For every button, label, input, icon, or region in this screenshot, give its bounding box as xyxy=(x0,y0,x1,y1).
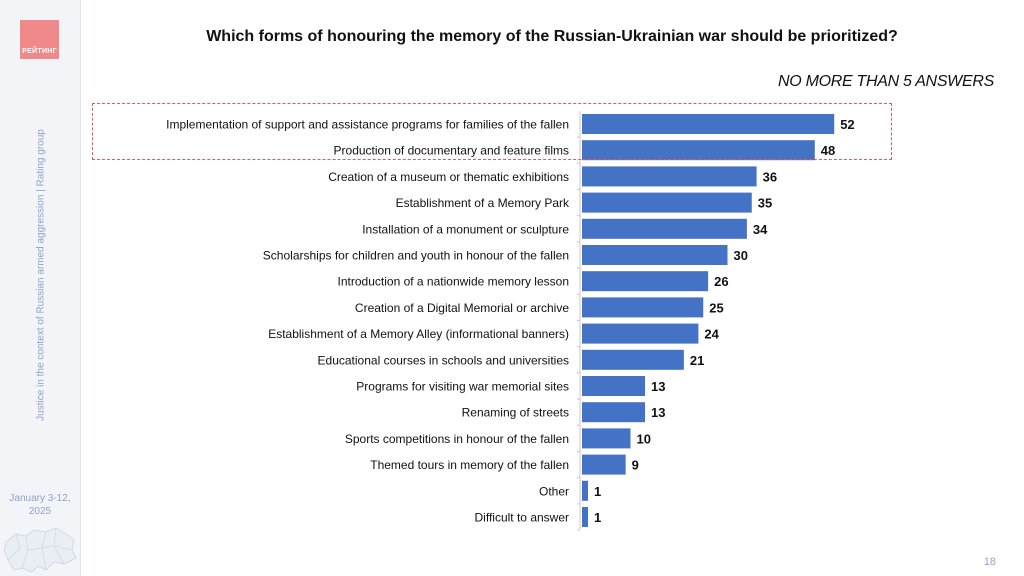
bar xyxy=(582,166,757,187)
category-label: Renaming of streets xyxy=(462,406,569,420)
category-label: Establishment of a Memory Alley (informa… xyxy=(268,327,569,341)
bar xyxy=(582,271,709,292)
survey-date-line2: 2025 xyxy=(28,506,52,517)
category-label: Educational courses in schools and unive… xyxy=(318,353,569,367)
bar xyxy=(582,192,752,213)
value-label: 30 xyxy=(734,248,748,263)
value-label: 1 xyxy=(594,510,601,525)
value-label: 52 xyxy=(840,117,854,132)
bar xyxy=(582,402,646,423)
bar xyxy=(582,323,699,344)
value-label: 24 xyxy=(704,327,719,342)
category-label: Implementation of support and assistance… xyxy=(166,118,569,132)
category-label: Production of documentary and feature fi… xyxy=(334,144,569,158)
category-label: Programs for visiting war memorial sites xyxy=(356,380,569,394)
logo-text: РЕЙТИНГ xyxy=(22,48,57,55)
highlight-box xyxy=(92,103,892,160)
value-label: 9 xyxy=(632,458,639,473)
bar xyxy=(582,218,747,239)
rating-logo: РЕЙТИНГ xyxy=(20,20,59,59)
bar xyxy=(582,454,626,475)
bar xyxy=(582,114,835,134)
category-label: Installation of a monument or sculpture xyxy=(362,222,569,236)
value-label: 13 xyxy=(651,379,665,394)
value-label: 36 xyxy=(763,169,777,184)
page-number: 18 xyxy=(983,556,996,568)
category-label: Difficult to answer xyxy=(475,511,569,525)
category-label: Creation of a Digital Memorial or archiv… xyxy=(355,301,569,315)
category-label: Creation of a museum or thematic exhibit… xyxy=(328,170,569,184)
answers-note: NO MORE THAN 5 ANSWERS xyxy=(778,73,994,90)
survey-date-line1: January 3-12, xyxy=(9,493,71,504)
bar xyxy=(582,428,631,449)
bar xyxy=(582,349,684,370)
value-label: 13 xyxy=(651,405,665,420)
category-label: Other xyxy=(539,484,569,498)
category-label: Scholarships for children and youth in h… xyxy=(263,249,569,263)
survey-date: January 3-12, 2025 xyxy=(0,492,80,518)
value-label: 1 xyxy=(594,484,601,499)
bar xyxy=(582,245,728,265)
category-label: Sports competitions in honour of the fal… xyxy=(345,432,569,446)
bar xyxy=(582,376,646,396)
category-label: Themed tours in memory of the fallen xyxy=(370,458,569,472)
ukraine-map-icon xyxy=(3,527,77,573)
value-label: 35 xyxy=(758,196,772,211)
bar xyxy=(582,297,704,318)
value-label: 26 xyxy=(714,274,728,289)
sidebar: РЕЙТИНГ Justice in the context of Russia… xyxy=(0,0,81,576)
value-label: 25 xyxy=(709,300,723,315)
category-label: Establishment of a Memory Park xyxy=(396,196,570,210)
bar xyxy=(582,480,588,501)
category-label: Introduction of a nationwide memory less… xyxy=(338,275,569,289)
bar xyxy=(582,507,588,527)
bar xyxy=(582,140,815,161)
value-label: 10 xyxy=(637,431,651,446)
chart-title: Which forms of honouring the memory of t… xyxy=(206,28,898,45)
value-label: 34 xyxy=(753,222,768,237)
value-label: 21 xyxy=(690,353,704,368)
value-label: 48 xyxy=(821,143,835,158)
